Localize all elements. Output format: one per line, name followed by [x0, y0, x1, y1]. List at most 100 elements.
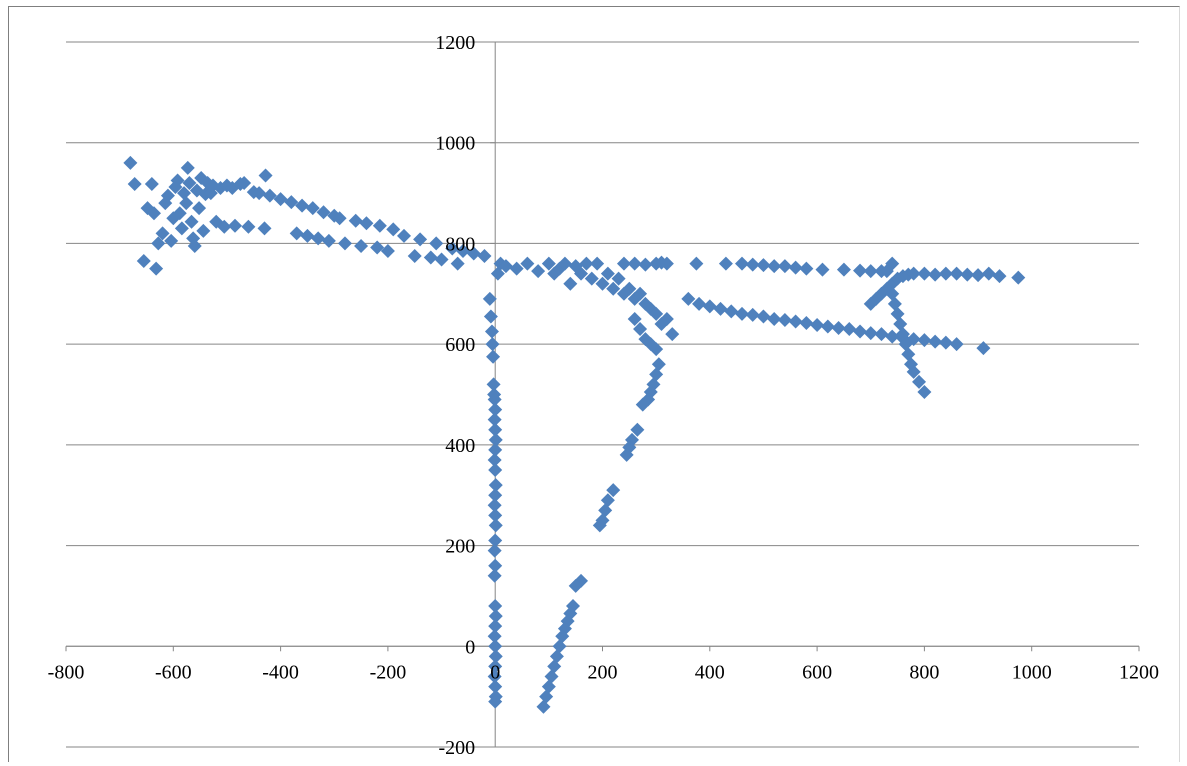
- data-point: [960, 267, 975, 282]
- data-point: [649, 367, 664, 382]
- x-tick-label: 600: [802, 661, 832, 683]
- y-tick-label: 800: [445, 233, 475, 255]
- data-point: [192, 201, 207, 216]
- data-point: [486, 377, 501, 392]
- data-point: [836, 262, 851, 277]
- data-point: [305, 201, 320, 216]
- data-point: [321, 233, 336, 248]
- data-point: [563, 276, 578, 291]
- data-point: [635, 397, 650, 412]
- data-point: [337, 236, 352, 251]
- data-point: [885, 329, 900, 344]
- data-point: [890, 306, 905, 321]
- data-point: [981, 266, 996, 281]
- data-point: [488, 649, 503, 664]
- data-point: [874, 327, 889, 342]
- data-point: [252, 186, 267, 201]
- y-tick-label: 400: [445, 435, 475, 457]
- data-point: [429, 236, 444, 251]
- data-point: [713, 301, 728, 316]
- data-point: [536, 699, 551, 714]
- data-point: [456, 243, 471, 258]
- data-point: [488, 422, 503, 437]
- y-tick-label: 600: [445, 334, 475, 356]
- data-point: [592, 518, 607, 533]
- data-point: [595, 276, 610, 291]
- data-point: [488, 508, 503, 523]
- data-point: [123, 155, 138, 170]
- data-point: [574, 266, 589, 281]
- data-point: [127, 177, 142, 192]
- data-point: [893, 317, 908, 331]
- data-point: [484, 324, 499, 339]
- data-point: [136, 254, 151, 269]
- data-point: [590, 256, 605, 271]
- data-point: [155, 226, 170, 241]
- data-point: [354, 238, 369, 253]
- x-tick-labels: -800 -600 -400 -200 0 200 400 600 800 1000 1200: [48, 661, 1159, 683]
- data-point: [611, 271, 626, 286]
- data-point: [842, 322, 857, 337]
- data-point: [734, 256, 749, 271]
- data-point: [488, 488, 503, 503]
- data-point: [815, 262, 830, 277]
- y-tick-label: 1000: [435, 133, 475, 155]
- data-point: [488, 432, 503, 447]
- data-point: [901, 347, 916, 362]
- data-point: [788, 260, 803, 275]
- x-tick-label: -400: [262, 661, 299, 683]
- data-point: [659, 311, 674, 326]
- data-point: [724, 304, 739, 319]
- data-point: [633, 286, 648, 301]
- y-tick-labels: -200 0 200 400 600 800 1000 1200: [435, 32, 475, 759]
- data-point: [196, 223, 211, 238]
- data-point: [241, 219, 256, 234]
- data-point: [917, 266, 932, 281]
- data-point: [702, 299, 717, 314]
- data-point: [182, 176, 197, 190]
- data-point: [767, 259, 782, 274]
- x-tick-label: 400: [695, 661, 725, 683]
- data-point: [180, 160, 195, 175]
- data-point: [788, 314, 803, 329]
- data-point: [434, 252, 449, 267]
- data-point: [541, 679, 556, 694]
- data-point: [627, 311, 642, 326]
- data-point: [756, 258, 771, 273]
- data-point: [745, 257, 760, 272]
- x-tick-label: 200: [588, 661, 618, 683]
- data-point: [466, 246, 481, 261]
- data-points: [123, 155, 1026, 714]
- data-point: [745, 307, 760, 322]
- data-point: [258, 168, 273, 183]
- data-point: [649, 342, 664, 357]
- data-point: [799, 315, 814, 330]
- data-point: [906, 364, 921, 379]
- data-point: [718, 256, 733, 271]
- data-point: [616, 256, 631, 271]
- data-point: [487, 543, 502, 558]
- x-tick-label: 1000: [1012, 661, 1052, 683]
- data-point: [938, 335, 953, 350]
- data-point: [184, 214, 199, 229]
- x-tick-label: 800: [909, 661, 939, 683]
- data-point: [692, 296, 707, 311]
- data-point: [316, 205, 331, 220]
- data-point: [483, 309, 498, 324]
- data-point: [600, 266, 615, 281]
- data-point: [177, 186, 192, 201]
- data-point: [777, 312, 792, 327]
- data-point: [917, 384, 932, 399]
- data-point: [488, 478, 503, 493]
- data-point: [179, 196, 194, 211]
- data-point: [638, 257, 653, 272]
- data-point: [487, 392, 502, 407]
- data-point: [359, 216, 374, 231]
- data-point: [348, 213, 363, 228]
- x-tick-label: -600: [155, 661, 192, 683]
- data-point: [380, 243, 395, 258]
- axes: [65, 41, 1140, 748]
- data-point: [976, 341, 991, 356]
- data-point: [651, 357, 666, 372]
